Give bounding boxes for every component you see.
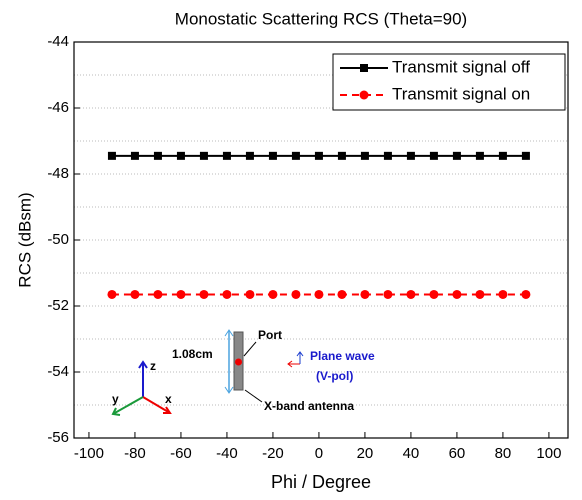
antenna-label: X-band antenna <box>264 399 354 413</box>
x-tick-label: 60 <box>449 445 466 462</box>
marker <box>245 289 255 299</box>
z-label: z <box>150 359 156 373</box>
marker <box>107 151 116 160</box>
pol-arrow <box>296 351 304 364</box>
marker <box>383 151 392 160</box>
marker <box>452 289 462 299</box>
marker <box>153 289 163 299</box>
chart-title: Monostatic Scattering RCS (Theta=90) <box>175 9 467 28</box>
x-label: x <box>165 392 172 406</box>
marker <box>360 289 370 299</box>
marker <box>475 289 485 299</box>
marker <box>360 151 369 160</box>
pol-label: (V-pol) <box>316 369 353 383</box>
port-arrow <box>243 341 257 357</box>
marker <box>245 151 254 160</box>
marker <box>383 289 393 299</box>
marker <box>337 151 346 160</box>
legend-box <box>332 53 566 111</box>
marker <box>130 151 139 160</box>
marker <box>222 151 231 160</box>
y-label: y <box>112 392 119 406</box>
legend-marker <box>359 90 369 100</box>
legend-label: Transmit signal off <box>392 57 530 76</box>
size-label: 1.08cm <box>172 347 213 361</box>
wave-arrow <box>287 360 300 368</box>
x-tick-label: 20 <box>357 445 374 462</box>
marker <box>291 289 301 299</box>
marker <box>429 151 438 160</box>
x-tick-label: -80 <box>124 445 146 462</box>
legend-label: Transmit signal on <box>392 84 530 103</box>
x-tick-label: 40 <box>403 445 420 462</box>
y-tick-label: -44 <box>47 33 69 50</box>
x-tick-label: 80 <box>495 445 512 462</box>
marker <box>268 289 278 299</box>
marker <box>452 151 461 160</box>
marker <box>314 151 323 160</box>
marker <box>406 289 416 299</box>
marker <box>291 151 300 160</box>
plot-frame <box>73 41 569 439</box>
marker <box>176 151 185 160</box>
marker <box>498 151 507 160</box>
marker <box>337 289 347 299</box>
x-tick-label: -40 <box>216 445 238 462</box>
x-tick-label: -100 <box>74 445 104 462</box>
port-label: Port <box>258 328 282 342</box>
marker <box>130 289 140 299</box>
x-tick-label: -20 <box>262 445 284 462</box>
y-tick-label: -54 <box>47 363 69 380</box>
marker <box>521 151 530 160</box>
y-tick-label: -56 <box>47 429 69 446</box>
x-axis-arrow <box>142 396 172 414</box>
wave-label: Plane wave <box>310 349 375 363</box>
marker <box>314 289 324 299</box>
z-axis <box>138 360 148 397</box>
legend-marker <box>360 64 368 72</box>
antenna-arrow <box>244 389 263 403</box>
marker <box>222 289 232 299</box>
y-tick-label: -46 <box>47 99 69 116</box>
size-arrow-heads <box>224 329 234 394</box>
marker <box>475 151 484 160</box>
port-dot <box>235 358 242 366</box>
marker <box>153 151 162 160</box>
marker <box>521 289 531 299</box>
marker <box>268 151 277 160</box>
marker <box>429 289 439 299</box>
marker <box>176 289 186 299</box>
y-axis-label: RCS (dBsm) <box>15 192 34 287</box>
marker <box>199 151 208 160</box>
x-tick-label: 0 <box>315 445 323 462</box>
marker <box>107 289 117 299</box>
y-tick-label: -50 <box>47 231 69 248</box>
y-axis-arrow <box>111 396 144 416</box>
inset-diagram: 1.08cm Port X-band antenna Plane wave (V… <box>111 328 375 416</box>
marker <box>498 289 508 299</box>
y-tick-label: -48 <box>47 165 69 182</box>
x-tick-label: -60 <box>170 445 192 462</box>
x-tick-label: 100 <box>536 445 561 462</box>
marker <box>406 151 415 160</box>
x-axis-label: Phi / Degree <box>271 472 371 492</box>
y-tick-label: -52 <box>47 297 69 314</box>
marker <box>199 289 209 299</box>
